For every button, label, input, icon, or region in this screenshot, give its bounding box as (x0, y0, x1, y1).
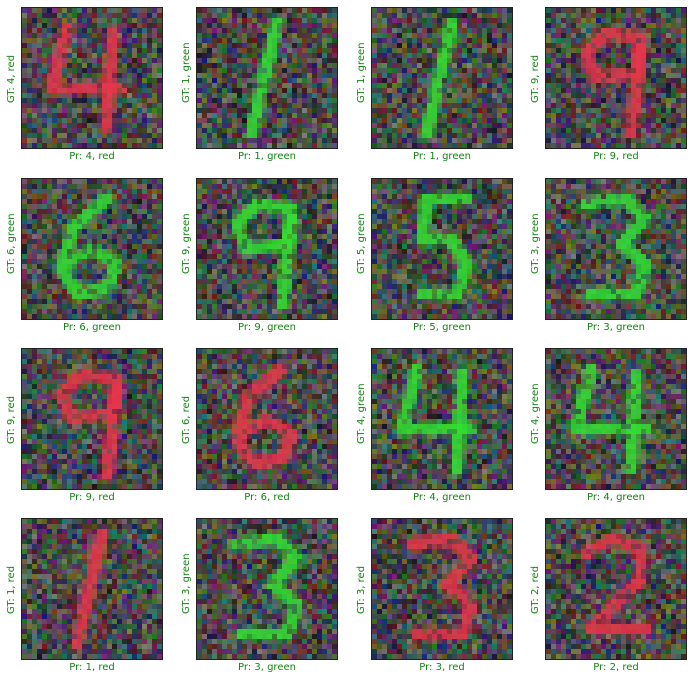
noisy-digit-image (371, 178, 513, 320)
prediction-label: Pr: 9, green (238, 322, 296, 333)
noisy-digit-image (196, 178, 338, 320)
ground-truth-label: GT: 9, red (6, 395, 17, 444)
digit-canvas (546, 519, 686, 659)
prediction-label: Pr: 3, red (419, 662, 465, 673)
digit-canvas (372, 349, 512, 489)
ground-truth-label: GT: 9, red (530, 54, 541, 103)
prediction-label: Pr: 1, green (413, 151, 471, 162)
noisy-digit-image (21, 348, 163, 490)
digit-canvas (22, 179, 162, 319)
prediction-label: Pr: 4, green (413, 492, 471, 503)
digit-canvas (546, 349, 686, 489)
prediction-label: Pr: 9, red (69, 492, 115, 503)
digit-canvas (546, 8, 686, 148)
noisy-digit-image (545, 178, 687, 320)
noisy-digit-image (21, 7, 163, 149)
ground-truth-label: GT: 3, green (181, 553, 192, 614)
prediction-label: Pr: 1, green (238, 151, 296, 162)
digit-canvas (197, 349, 337, 489)
prediction-label: Pr: 5, green (413, 322, 471, 333)
digit-canvas (197, 8, 337, 148)
prediction-label: Pr: 2, red (593, 662, 639, 673)
prediction-label: Pr: 6, red (244, 492, 290, 503)
digit-canvas (197, 519, 337, 659)
ground-truth-label: GT: 9, green (181, 213, 192, 274)
noisy-digit-image (545, 348, 687, 490)
noisy-digit-image (371, 348, 513, 490)
ground-truth-label: GT: 4, red (6, 54, 17, 103)
ground-truth-label: GT: 2, red (530, 565, 541, 614)
ground-truth-label: GT: 3, green (530, 213, 541, 274)
prediction-label: Pr: 3, green (238, 662, 296, 673)
ground-truth-label: GT: 4, green (530, 383, 541, 444)
noisy-digit-image (196, 348, 338, 490)
ground-truth-label: GT: 3, red (356, 565, 367, 614)
prediction-label: Pr: 6, green (63, 322, 121, 333)
noisy-digit-image (371, 518, 513, 660)
ground-truth-label: GT: 1, green (181, 42, 192, 103)
digit-canvas (546, 179, 686, 319)
ground-truth-label: GT: 5, green (356, 213, 367, 274)
prediction-label: Pr: 3, green (587, 322, 645, 333)
digit-canvas (372, 519, 512, 659)
digit-canvas (372, 8, 512, 148)
digit-canvas (197, 179, 337, 319)
noisy-digit-image (21, 178, 163, 320)
ground-truth-label: GT: 1, red (6, 565, 17, 614)
ground-truth-label: GT: 6, green (6, 213, 17, 274)
noisy-digit-image (196, 518, 338, 660)
noisy-digit-image (545, 7, 687, 149)
ground-truth-label: GT: 4, green (356, 383, 367, 444)
prediction-label: Pr: 1, red (69, 662, 115, 673)
noisy-digit-image (21, 518, 163, 660)
prediction-label: Pr: 4, green (587, 492, 645, 503)
ground-truth-label: GT: 6, red (181, 395, 192, 444)
ground-truth-label: GT: 1, green (356, 42, 367, 103)
digit-canvas (22, 349, 162, 489)
digit-canvas (372, 179, 512, 319)
digit-canvas (22, 8, 162, 148)
prediction-label: Pr: 9, red (593, 151, 639, 162)
noisy-digit-image (545, 518, 687, 660)
noisy-digit-image (371, 7, 513, 149)
digit-canvas (22, 519, 162, 659)
noisy-digit-image (196, 7, 338, 149)
prediction-label: Pr: 4, red (69, 151, 115, 162)
